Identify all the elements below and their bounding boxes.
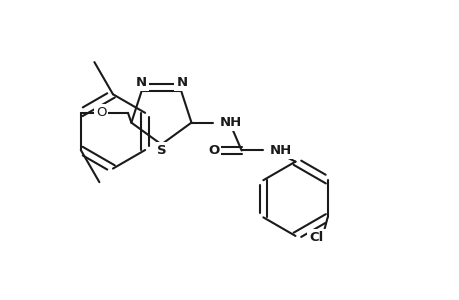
Text: S: S [156,143,166,157]
Text: NH: NH [269,144,291,157]
Text: N: N [176,76,187,89]
Text: NH: NH [219,116,241,129]
Text: Cl: Cl [309,231,323,244]
Text: N: N [135,76,146,89]
Text: O: O [207,144,219,157]
Text: O: O [96,106,106,119]
